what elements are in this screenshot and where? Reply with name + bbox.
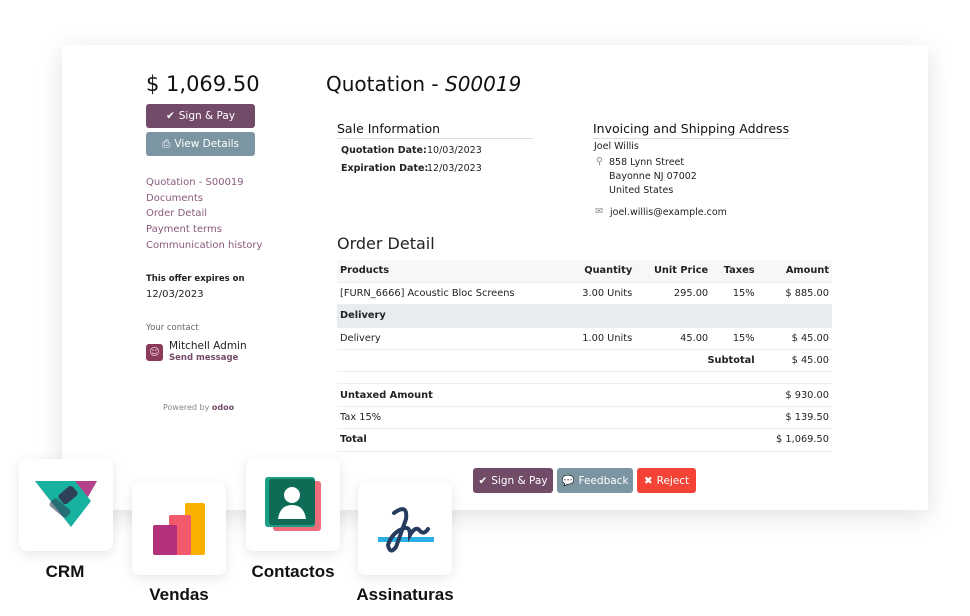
nav-communication-history[interactable]: Communication history [146,239,263,251]
order-detail-heading: Order Detail [337,234,435,253]
assinaturas-app-tile[interactable] [358,483,452,575]
sidebar-nav: Quotation - S00019 Documents Order Detai… [146,175,262,254]
total-value: $ 1,069.50 [757,428,832,452]
address-block: 858 Lynn Street Bayonne NJ 07002 United St… [609,156,697,198]
vendas-app-tile[interactable] [132,483,226,575]
col-amount: Amount [757,260,832,283]
page-title: Quotation - S00019 [326,72,521,96]
crm-label: CRM [45,562,85,581]
quotation-date-label: Quotation Date: [341,145,427,156]
contact-name: Mitchell Admin [169,340,247,352]
taxes: 15% [711,282,758,306]
total-label: Total [337,428,758,452]
untaxed-label: Untaxed Amount [337,383,758,407]
reject-button[interactable]: ✖ Reject [637,468,696,493]
sign-pay-label: Sign & Pay [491,474,548,487]
nav-payment-terms[interactable]: Payment terms [146,224,222,236]
view-details-label: View Details [174,138,240,150]
print-icon: ⎙ [161,137,171,150]
powered-by-label: Powered by [163,403,210,412]
map-marker-icon: ⚲ [596,156,603,167]
sign-pay-button[interactable]: ✔ Sign & Pay [146,104,255,128]
customer-name: Joel Willis [594,141,639,152]
title-prefix: Quotation - [326,72,445,96]
sign-pay-label: Sign & Pay [178,110,236,122]
table-row: [FURN_6666] Acoustic Bloc Screens 3.00 Un… [337,282,832,306]
contactos-app-tile[interactable] [246,459,340,551]
envelope-icon: ✉ [595,206,603,217]
unit-price: 295.00 [635,282,712,306]
unit-price: 45.00 [635,327,712,351]
assinaturas-icon [378,507,434,553]
assinaturas-label: Assinaturas [356,585,454,604]
vendas-label: Vendas [149,585,209,604]
bottom-sign-pay-button[interactable]: ✔ Sign & Pay [473,468,553,493]
untaxed-row: Untaxed Amount $ 930.00 [337,383,832,407]
contactos-label: Contactos [251,562,335,581]
tax-row: Tax 15% $ 139.50 [337,406,832,430]
nav-quotation[interactable]: Quotation - S00019 [146,177,244,188]
col-quantity: Quantity [564,260,636,283]
col-products: Products [337,260,565,283]
quantity: 3.00 Units [564,282,636,306]
section-title: Delivery [337,304,832,328]
crm-app-tile[interactable] [19,459,113,551]
quotation-date: 10/03/2023 [427,145,482,156]
expires-label: This offer expires on [146,274,245,284]
expiration-date-label: Expiration Date: [341,163,429,174]
customer-email: joel.willis@example.com [610,207,727,218]
address-heading: Invoicing and Shipping Address [593,121,790,139]
tax-label: Tax 15% [337,406,758,430]
section-row: Delivery [337,304,832,328]
subtotal-value: $ 45.00 [757,349,832,373]
vendas-icon [153,503,205,555]
order-table: Products Quantity Unit Price Taxes Amount [F… [337,260,832,452]
contactos-icon [265,477,321,531]
table-header: Products Quantity Unit Price Taxes Amount [337,260,832,283]
nav-order-detail[interactable]: Order Detail [146,208,208,220]
contact-label: Your contact [146,323,199,333]
col-unit-price: Unit Price [635,260,712,283]
subtotal-label: Subtotal [337,349,758,373]
taxes: 15% [711,327,758,351]
total-row: Total $ 1,069.50 [337,428,832,452]
untaxed-value: $ 930.00 [757,383,832,407]
contact-avatar: ☺ [146,344,163,361]
amount: $ 45.00 [757,327,832,351]
view-details-button[interactable]: ⎙ View Details [146,132,255,156]
comment-icon: 💬 [561,475,575,487]
subtotal-row: Subtotal $ 45.00 [337,349,832,373]
check-icon: ✔ [478,474,488,487]
title-ref: S00019 [445,72,522,96]
expires-date: 12/03/2023 [146,289,204,300]
country: United States [609,185,674,196]
feedback-label: Feedback [578,474,629,487]
reject-label: Reject [656,474,690,487]
check-icon: ✔ [165,110,175,122]
col-taxes: Taxes [711,260,758,283]
crm-icon [35,481,97,527]
close-icon: ✖ [643,474,653,487]
expiration-date: 12/03/2023 [427,163,482,174]
quantity: 1.00 Units [564,327,636,351]
odoo-logo: odoo [211,403,235,412]
amount: $ 885.00 [757,282,832,306]
product: Delivery [337,327,565,351]
send-message-link[interactable]: Send message [169,353,239,363]
sale-info-heading: Sale Information [337,121,533,139]
product: [FURN_6666] Acoustic Bloc Screens [337,282,565,306]
spacer-row [337,371,832,385]
tax-value: $ 139.50 [757,406,832,430]
total-amount: $ 1,069.50 [146,72,260,96]
street: 858 Lynn Street [609,157,685,168]
feedback-button[interactable]: 💬 Feedback [557,468,633,493]
city: Bayonne NJ 07002 [609,171,697,182]
nav-documents[interactable]: Documents [146,192,204,204]
powered-by: Powered by odoo [163,403,234,412]
table-row: Delivery 1.00 Units 45.00 15% $ 45.00 [337,327,832,351]
